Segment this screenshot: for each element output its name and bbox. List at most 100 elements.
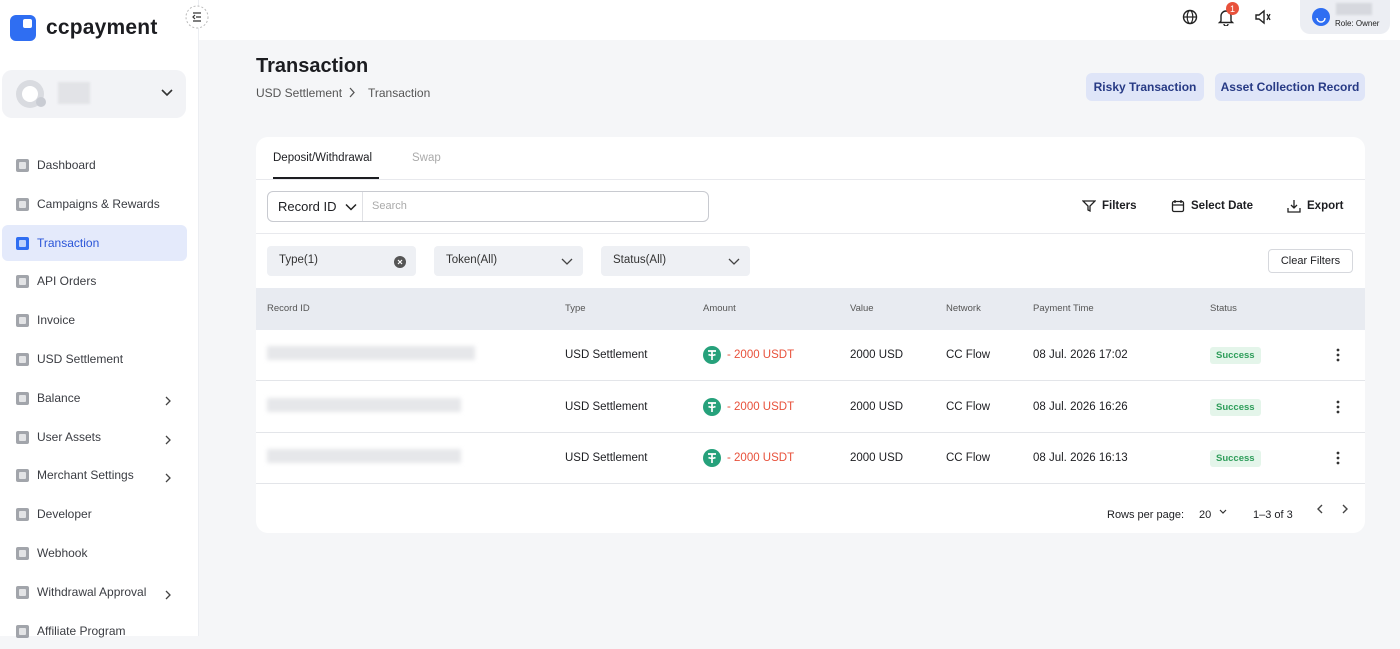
amount: - 2000 USDT bbox=[727, 349, 795, 361]
table-cell: 08 Jul. 2026 16:13 bbox=[1033, 452, 1128, 464]
menu-label: Balance bbox=[37, 390, 81, 405]
menu-icon bbox=[15, 468, 30, 488]
notification-badge: 1 bbox=[1226, 2, 1239, 15]
action-button[interactable]: Risky Transaction bbox=[1086, 73, 1204, 101]
blurred-user bbox=[1336, 3, 1372, 15]
menu-icon-shape bbox=[16, 469, 29, 483]
menu-item[interactable]: API Orders bbox=[2, 263, 187, 299]
user-menu[interactable]: Role: Owner bbox=[1300, 0, 1390, 34]
token-icon bbox=[703, 346, 721, 369]
status-badge: Success bbox=[1210, 450, 1261, 467]
account-avatar bbox=[16, 80, 46, 108]
menu-label: User Assets bbox=[37, 429, 102, 444]
rows-per-page-label: Rows per page: bbox=[1107, 509, 1185, 521]
menu-item[interactable]: Dashboard bbox=[2, 147, 187, 183]
row-divider bbox=[256, 431, 1365, 433]
menu-label: Merchant Settings bbox=[37, 468, 134, 483]
column-header: Record ID bbox=[267, 303, 310, 314]
tool-icon-shape bbox=[1081, 200, 1097, 213]
top-bar: 1 Role: Owner bbox=[185, 0, 1400, 40]
tab[interactable]: Deposit/Withdrawal bbox=[273, 152, 373, 164]
menu-label: USD Settlement bbox=[37, 352, 124, 366]
filter-chip[interactable]: Status(All) bbox=[601, 246, 750, 276]
row-menu[interactable] bbox=[1335, 451, 1341, 470]
menu-item[interactable]: User Assets bbox=[2, 419, 187, 455]
blurred-record-id bbox=[267, 449, 461, 463]
menu-label: Invoice bbox=[37, 313, 76, 328]
menu-icon bbox=[15, 197, 30, 217]
role: Role: Owner bbox=[1335, 19, 1380, 28]
menu-item[interactable]: Merchant Settings bbox=[2, 457, 187, 493]
page-title: Transaction bbox=[256, 55, 369, 77]
menu-item[interactable]: Campaigns & Rewards bbox=[2, 186, 187, 222]
menu-item[interactable]: USD Settlement bbox=[2, 341, 187, 377]
tab-underline bbox=[273, 177, 379, 179]
menu-item[interactable]: Withdrawal Approval bbox=[2, 574, 187, 610]
row-menu[interactable] bbox=[1335, 400, 1341, 419]
token-icon-shape bbox=[703, 397, 721, 416]
account-switcher[interactable] bbox=[2, 70, 186, 118]
chevron-down bbox=[728, 255, 740, 273]
column-header: Value bbox=[850, 303, 874, 314]
menu-item[interactable]: Developer bbox=[2, 496, 187, 532]
filter-chip[interactable]: Type(1) bbox=[267, 246, 416, 276]
menu-icon bbox=[15, 236, 30, 256]
clear-icon bbox=[394, 255, 406, 273]
filter-chip[interactable]: Token(All) bbox=[434, 246, 583, 276]
row-menu[interactable] bbox=[1335, 348, 1341, 367]
table-cell: CC Flow bbox=[946, 400, 991, 413]
menu-item[interactable]: Affiliate Program bbox=[2, 613, 187, 649]
row-divider bbox=[256, 483, 1365, 484]
language-icon[interactable] bbox=[1182, 9, 1198, 25]
sidebar: ccpayment Dashboard Campaigns & Rewards Tr… bbox=[0, 0, 199, 638]
menu-item[interactable]: Invoice bbox=[2, 302, 187, 338]
blurred-record-id bbox=[267, 346, 475, 360]
card: Record ID Search Clear Filters Rows per … bbox=[256, 137, 1365, 533]
tool-icon-shape bbox=[1287, 200, 1301, 213]
column-header: Type bbox=[565, 303, 586, 314]
announcement-icon[interactable] bbox=[1254, 8, 1272, 26]
chevron-right bbox=[164, 587, 172, 605]
table-cell: 2000 USD bbox=[850, 400, 904, 413]
status-badge: Success bbox=[1210, 347, 1261, 364]
clear-filters-button[interactable]: Clear Filters bbox=[1268, 249, 1353, 273]
prev-page[interactable] bbox=[1314, 503, 1326, 515]
menu-item[interactable]: Transaction bbox=[2, 224, 187, 261]
tool-label: Filters bbox=[1102, 200, 1137, 212]
action-button[interactable]: Asset Collection Record bbox=[1215, 73, 1365, 101]
menu-icon bbox=[15, 585, 30, 605]
menu-item[interactable]: Balance bbox=[2, 380, 187, 416]
collapse-button[interactable] bbox=[185, 5, 209, 29]
table-cell: 08 Jul. 2026 16:26 bbox=[1033, 400, 1128, 413]
row-menu-shape bbox=[1336, 400, 1340, 413]
rows-per-page[interactable]: 20 bbox=[1199, 509, 1212, 521]
menu-icon-shape bbox=[16, 624, 29, 638]
chevron-right bbox=[164, 470, 172, 488]
divider bbox=[256, 233, 1365, 234]
filter-label: Status(All) bbox=[613, 254, 667, 266]
menu-icon-shape bbox=[16, 275, 29, 289]
menu-label: Webhook bbox=[37, 546, 88, 560]
search-input[interactable]: Search bbox=[372, 200, 407, 212]
menu-icon-shape bbox=[16, 430, 29, 444]
token-icon-shape bbox=[703, 449, 721, 467]
search-field-select[interactable]: Record ID bbox=[268, 192, 363, 221]
status-badge: Success bbox=[1210, 398, 1261, 416]
menu-item[interactable]: Webhook bbox=[2, 535, 187, 571]
chevron-down-shape bbox=[728, 258, 740, 265]
table-cell: USD Settlement bbox=[565, 349, 648, 361]
menu-icon-shape bbox=[16, 508, 29, 522]
amount: - 2000 USDT bbox=[727, 400, 795, 413]
next-page[interactable] bbox=[1339, 503, 1351, 515]
tab[interactable]: Swap bbox=[412, 152, 441, 164]
menu-label: Transaction bbox=[37, 235, 100, 250]
blurred-record-id bbox=[267, 397, 461, 412]
table-cell: CC Flow bbox=[946, 349, 991, 361]
breadcrumb-item[interactable]: USD Settlement bbox=[256, 86, 343, 100]
chevron-down-shape bbox=[561, 258, 573, 265]
chevron-down bbox=[1219, 509, 1227, 514]
row-divider bbox=[256, 380, 1365, 381]
menu-icon bbox=[15, 158, 30, 178]
breadcrumb-item: Transaction bbox=[368, 86, 431, 100]
